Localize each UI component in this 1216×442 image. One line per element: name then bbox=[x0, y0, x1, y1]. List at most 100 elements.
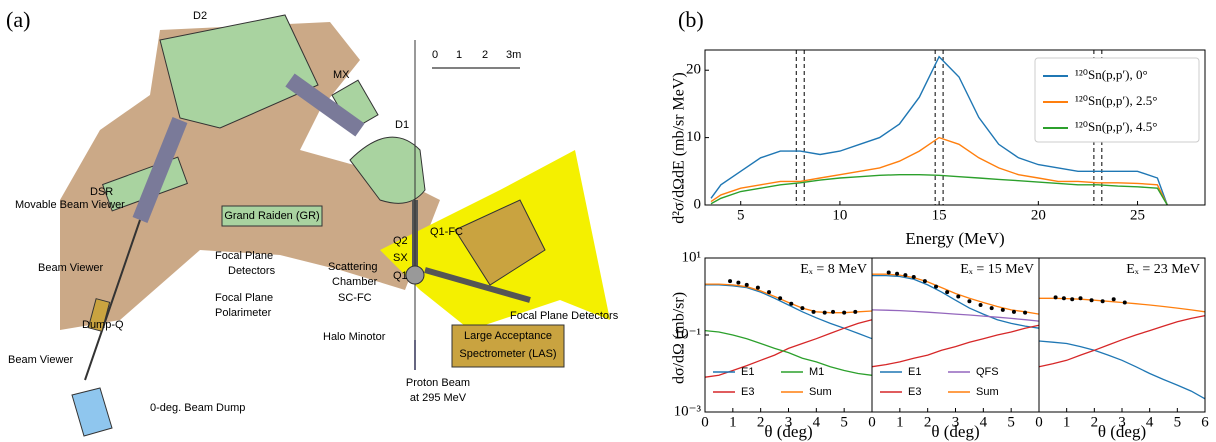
legend-label: ¹²⁰Sn(p,p′), 2.5° bbox=[1075, 93, 1157, 108]
diagram-label: 3m bbox=[506, 49, 521, 61]
data-point bbox=[1111, 297, 1116, 302]
diagram-label: SC-FC bbox=[338, 292, 372, 304]
diagram-label: DSR bbox=[90, 186, 113, 198]
x-tick-label: 2 bbox=[757, 414, 765, 430]
x-tick-label: 1 bbox=[896, 414, 904, 430]
data-point bbox=[811, 309, 816, 314]
x-tick-label: 3 bbox=[785, 414, 793, 430]
y-tick-label: 20 bbox=[686, 62, 701, 78]
y-tick-label: 10⁻³ bbox=[674, 403, 702, 419]
diagram-label: Focal Plane Detectors bbox=[510, 310, 619, 322]
data-point bbox=[934, 284, 939, 289]
diagram-label: D2 bbox=[193, 10, 207, 22]
x-tick-label: 5 bbox=[1007, 414, 1015, 430]
x-tick-label: 3 bbox=[1118, 414, 1126, 430]
plot-frame bbox=[871, 257, 1040, 413]
series-line bbox=[1038, 314, 1206, 368]
x-tick-label: 5 bbox=[840, 414, 848, 430]
series-line bbox=[710, 55, 1168, 206]
data-point bbox=[1089, 298, 1094, 303]
series-line bbox=[704, 329, 873, 376]
las-beam bbox=[424, 267, 531, 303]
x-tick-label: 2 bbox=[1091, 414, 1099, 430]
data-point bbox=[989, 306, 994, 311]
diagram-shapes bbox=[60, 14, 610, 437]
data-point bbox=[1070, 297, 1075, 302]
x-tick-label: 15 bbox=[932, 207, 947, 223]
data-point bbox=[945, 290, 950, 295]
series-line bbox=[705, 284, 873, 340]
x-tick-label: 20 bbox=[1031, 207, 1046, 223]
x-tick-label: 1 bbox=[729, 414, 737, 430]
data-point bbox=[1061, 296, 1066, 301]
x-tick-label: 0 bbox=[1035, 414, 1043, 430]
data-point bbox=[736, 280, 741, 285]
x-tick-label: 4 bbox=[813, 414, 821, 430]
beam-line bbox=[84, 219, 141, 381]
x-tick-label: 4 bbox=[980, 414, 988, 430]
diagram-label: 1 bbox=[456, 49, 462, 61]
legend-label: M1 bbox=[809, 366, 824, 378]
diagram-label: SX bbox=[393, 252, 408, 264]
y-axis-label: d²σ/dΩdE (mb/sr MeV) bbox=[671, 72, 688, 224]
scattering-chamber bbox=[405, 265, 425, 285]
data-point bbox=[895, 271, 900, 276]
data-point bbox=[728, 279, 733, 284]
y-tick-label: 10 bbox=[686, 129, 701, 145]
diagram-label: Chamber bbox=[332, 276, 378, 288]
diagram-label: Focal Plane bbox=[215, 292, 273, 304]
diagram-label: Polarimeter bbox=[215, 307, 272, 319]
data-point bbox=[1100, 299, 1105, 304]
gr-box bbox=[221, 205, 323, 227]
legend-label: Sum bbox=[976, 386, 999, 398]
diagram-label: Proton Beam bbox=[406, 377, 470, 389]
plot-frame bbox=[1038, 257, 1206, 413]
x-tick-label: 3 bbox=[952, 414, 960, 430]
legend-label: QFS bbox=[976, 366, 999, 378]
legend-label: E1 bbox=[908, 366, 921, 378]
data-point bbox=[767, 290, 772, 295]
diagram-label: Q1 bbox=[393, 270, 408, 282]
diagram-label: Dump-Q bbox=[82, 319, 124, 331]
diagram-label: D1 bbox=[395, 119, 409, 131]
data-point bbox=[1078, 296, 1083, 301]
diagram-label: Spectrometer (LAS) bbox=[459, 348, 556, 360]
diagram-label: Focal Plane bbox=[215, 250, 273, 262]
series-line bbox=[872, 274, 1040, 329]
plot-frame bbox=[704, 49, 1206, 206]
x-axis-label: Energy (MeV) bbox=[905, 229, 1004, 248]
data-point bbox=[1122, 300, 1127, 305]
legend-label: E3 bbox=[908, 386, 921, 398]
data-point bbox=[842, 310, 847, 315]
d2-magnet bbox=[159, 14, 319, 129]
data-point bbox=[853, 309, 858, 314]
series-line bbox=[1038, 340, 1206, 400]
x-tick-label: 6 bbox=[1201, 414, 1209, 430]
data-point bbox=[886, 270, 891, 275]
series-line bbox=[710, 136, 1168, 206]
panel-label: (b) bbox=[678, 7, 704, 32]
data-point bbox=[978, 303, 983, 308]
y-tick-label: 0 bbox=[694, 196, 702, 212]
data-point bbox=[822, 310, 827, 315]
data-point bbox=[744, 282, 749, 287]
series-line bbox=[1039, 297, 1206, 313]
d1-magnet bbox=[349, 136, 426, 204]
x-tick-label: 0 bbox=[868, 414, 876, 430]
x-tick-label: 1 bbox=[1063, 414, 1071, 430]
diagram-label: Detectors bbox=[228, 265, 276, 277]
legend-box bbox=[1034, 57, 1200, 143]
annotation: Eₓ = 23 MeV bbox=[1126, 262, 1200, 277]
diagram-label: Large Acceptance bbox=[464, 330, 552, 342]
series-line bbox=[872, 273, 1040, 315]
diagram-label: at 295 MeV bbox=[410, 392, 467, 404]
x-tick-label: 5 bbox=[1174, 414, 1182, 430]
data-point bbox=[789, 301, 794, 306]
x-axis-label: θ (deg) bbox=[764, 422, 812, 441]
diagram-label: Scattering bbox=[328, 261, 378, 273]
las-box bbox=[451, 324, 565, 368]
legend-label: ¹²⁰Sn(p,p′), 4.5° bbox=[1075, 119, 1157, 134]
diagram-label: 2 bbox=[482, 49, 488, 61]
legend-label: Sum bbox=[809, 386, 832, 398]
